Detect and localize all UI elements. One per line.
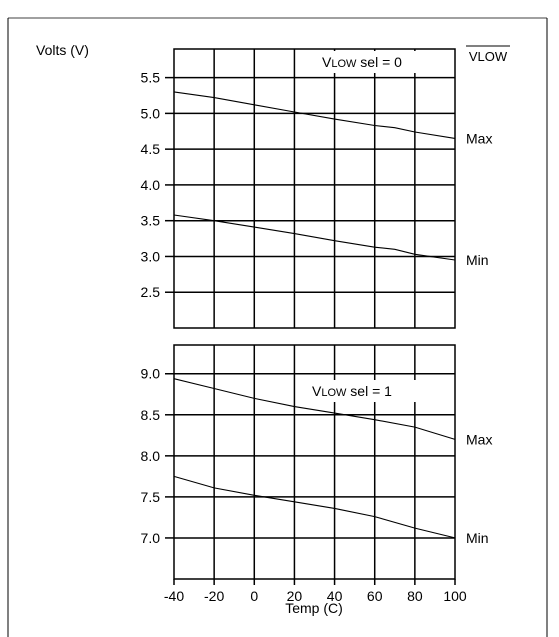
chart-bottom-xtick-label-6: 80 — [407, 588, 423, 604]
chart-top-ytick-label-1: 5.0 — [141, 105, 161, 121]
chart-bottom-xlabel: Temp (C) — [285, 600, 343, 616]
chart-bottom-series-min-line — [173, 475, 456, 539]
chart-top-ytick-label-3: 4.0 — [141, 177, 161, 193]
chart-bottom-series — [173, 378, 456, 539]
chart-top-series — [173, 91, 456, 261]
chart-bottom-labels: Max Min — [466, 431, 492, 546]
chart-bottom-annotation-prefix: V — [312, 383, 322, 399]
chart-bottom-ytick-label-3: 7.5 — [141, 489, 161, 505]
chart-top-frame — [173, 48, 456, 329]
chart-bottom-annotation: VLOW sel = 1 — [312, 383, 392, 399]
chart-top-annotation-bg — [320, 51, 440, 73]
chart-bottom: 9.0 8.5 8.0 7.5 7.0 -40 -20 0 20 40 60 80 100 Max Min… — [141, 344, 492, 616]
chart-top-annotation-prefix: V — [322, 54, 332, 70]
chart-bottom-ytick-label-0: 9.0 — [141, 366, 161, 382]
chart-top: 5.5 5.0 4.5 4.0 3.5 3.0 2.5 Max Min Volts (V) V… — [36, 42, 510, 329]
chart-top-ytick-label-0: 5.5 — [141, 70, 161, 86]
chart-top-labels: Max Min — [466, 130, 492, 268]
chart-top-corner-label-text: VLOW — [469, 49, 508, 64]
chart-top-ytick-label-4: 3.5 — [141, 213, 161, 229]
chart-top-annotation-subscript: LOW — [331, 58, 357, 70]
chart-bottom-xtick-label-7: 100 — [443, 588, 467, 604]
chart-bottom-xtick-label-3: 20 — [287, 588, 303, 604]
chart-bottom-annotation-subscript: LOW — [321, 387, 347, 399]
chart-bottom-ytick-label-1: 8.5 — [141, 407, 161, 423]
chart-bottom-ytick-label-4: 7.0 — [141, 530, 161, 546]
chart-bottom-series-max-label: Max — [466, 431, 492, 447]
chart-bottom-grid — [174, 345, 455, 579]
chart-top-annotation-suffix: sel = 0 — [356, 54, 402, 70]
chart-bottom-xtick-label-1: -20 — [204, 588, 224, 604]
chart-top-annotation-box: VLOW sel = 0 — [320, 51, 440, 73]
chart-bottom-series-min-label: Min — [466, 530, 489, 546]
chart-bottom-annotation-bg — [308, 380, 436, 402]
chart-top-series-min-line — [173, 214, 456, 261]
chart-bottom-xtick-label-4: 40 — [327, 588, 343, 604]
chart-bottom-annotation-suffix: sel = 1 — [346, 383, 392, 399]
chart-top-ytick-label-5: 3.0 — [141, 248, 161, 264]
chart-bottom-frame — [173, 344, 456, 580]
chart-top-series-min-label: Min — [466, 252, 489, 268]
chart-top-series-max-line — [173, 91, 456, 139]
chart-bottom-series-max-line — [173, 378, 456, 440]
chart-top-ticks: 5.5 5.0 4.5 4.0 3.5 3.0 2.5 — [141, 70, 174, 300]
chart-bottom-xtick-label-2: 0 — [250, 588, 258, 604]
chart-bottom-xtick-label-0: -40 — [164, 588, 184, 604]
chart-bottom-xtick-label-5: 60 — [367, 588, 383, 604]
chart-top-ylabel: Volts (V) — [36, 42, 89, 58]
chart-bottom-ytick-label-2: 8.0 — [141, 448, 161, 464]
chart-top-corner-label: VLOW — [466, 45, 510, 64]
chart-top-ytick-label-6: 2.5 — [141, 284, 161, 300]
chart-bottom-ticks: 9.0 8.5 8.0 7.5 7.0 -40 -20 0 20 40 60 80 100 — [141, 366, 467, 604]
chart-top-ytick-label-2: 4.5 — [141, 141, 161, 157]
chart-top-series-max-label: Max — [466, 130, 492, 146]
chart-top-grid — [174, 49, 455, 328]
chart-top-annotation: VLOW sel = 0 — [322, 54, 402, 70]
chart-bottom-annotation-box: VLOW sel = 1 — [308, 380, 436, 402]
